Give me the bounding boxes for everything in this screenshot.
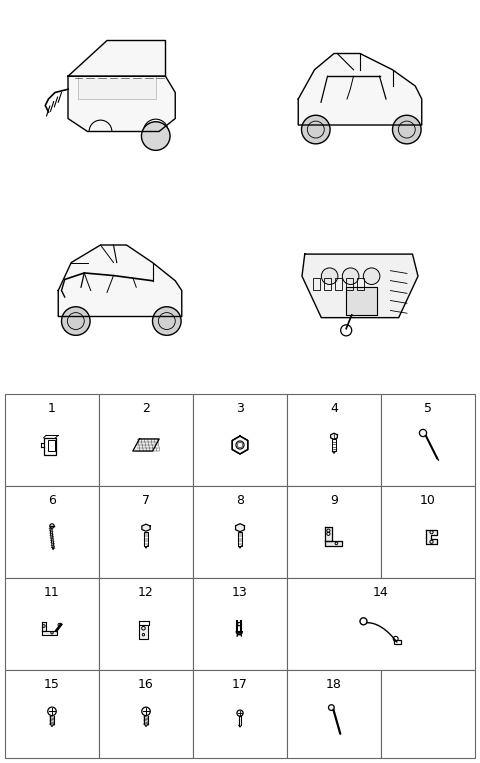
Bar [381, 394, 475, 486]
Polygon shape [68, 76, 175, 131]
Text: 9: 9 [330, 494, 338, 507]
Bar [78, 76, 156, 99]
Bar [357, 278, 364, 290]
Polygon shape [302, 254, 418, 317]
Polygon shape [325, 541, 342, 546]
Bar [239, 533, 241, 546]
Bar [99, 578, 193, 670]
Text: 11: 11 [44, 586, 60, 599]
Bar [99, 394, 193, 486]
Bar [346, 278, 353, 290]
Bar [335, 278, 342, 290]
Bar [394, 639, 401, 644]
Polygon shape [133, 439, 159, 451]
Polygon shape [426, 530, 437, 544]
Circle shape [342, 268, 359, 285]
Text: 3: 3 [236, 402, 244, 415]
Bar [5, 486, 99, 578]
Polygon shape [232, 436, 248, 454]
Circle shape [363, 268, 380, 285]
Bar [5, 578, 99, 670]
Circle shape [393, 115, 421, 144]
Bar [99, 486, 193, 578]
Text: 12: 12 [138, 586, 154, 599]
Circle shape [237, 710, 243, 716]
Circle shape [420, 430, 427, 436]
Circle shape [50, 524, 54, 528]
Text: 5: 5 [424, 402, 432, 415]
Bar [139, 624, 147, 639]
Text: 7: 7 [142, 494, 150, 507]
Bar [381, 670, 475, 758]
Polygon shape [41, 622, 46, 630]
Bar [381, 486, 475, 578]
Bar [99, 670, 193, 758]
Circle shape [153, 307, 181, 336]
Circle shape [142, 122, 170, 150]
Text: 18: 18 [326, 678, 342, 691]
Bar [5, 670, 99, 758]
Bar [287, 670, 381, 758]
Text: 17: 17 [232, 678, 248, 691]
Polygon shape [68, 40, 166, 76]
Bar [144, 533, 148, 546]
Text: 15: 15 [44, 678, 60, 691]
Text: 4: 4 [330, 402, 338, 415]
Text: 8: 8 [236, 494, 244, 507]
Circle shape [142, 707, 150, 716]
Bar [193, 486, 287, 578]
Bar [193, 670, 287, 758]
Circle shape [61, 307, 90, 336]
Text: 14: 14 [373, 586, 389, 599]
Bar [193, 578, 287, 670]
Bar [193, 394, 287, 486]
Bar [5, 394, 99, 486]
Polygon shape [142, 524, 150, 531]
Polygon shape [331, 433, 337, 439]
Bar [48, 440, 55, 451]
Circle shape [301, 115, 330, 144]
Polygon shape [41, 630, 57, 635]
Text: 2: 2 [142, 402, 150, 415]
Polygon shape [346, 287, 377, 315]
Circle shape [328, 705, 334, 710]
Bar [287, 486, 381, 578]
Text: 16: 16 [138, 678, 154, 691]
Polygon shape [325, 527, 332, 541]
Polygon shape [298, 53, 422, 125]
Bar [324, 278, 331, 290]
Polygon shape [58, 245, 182, 317]
Bar [287, 394, 381, 486]
Bar [287, 578, 475, 670]
Text: 10: 10 [420, 494, 436, 507]
Circle shape [321, 268, 338, 285]
Bar [313, 278, 320, 290]
Bar [44, 438, 56, 455]
Bar [332, 439, 336, 451]
Text: 13: 13 [232, 586, 248, 599]
Text: 1: 1 [48, 402, 56, 415]
Text: 6: 6 [48, 494, 56, 507]
Polygon shape [236, 523, 244, 532]
Circle shape [48, 707, 56, 716]
